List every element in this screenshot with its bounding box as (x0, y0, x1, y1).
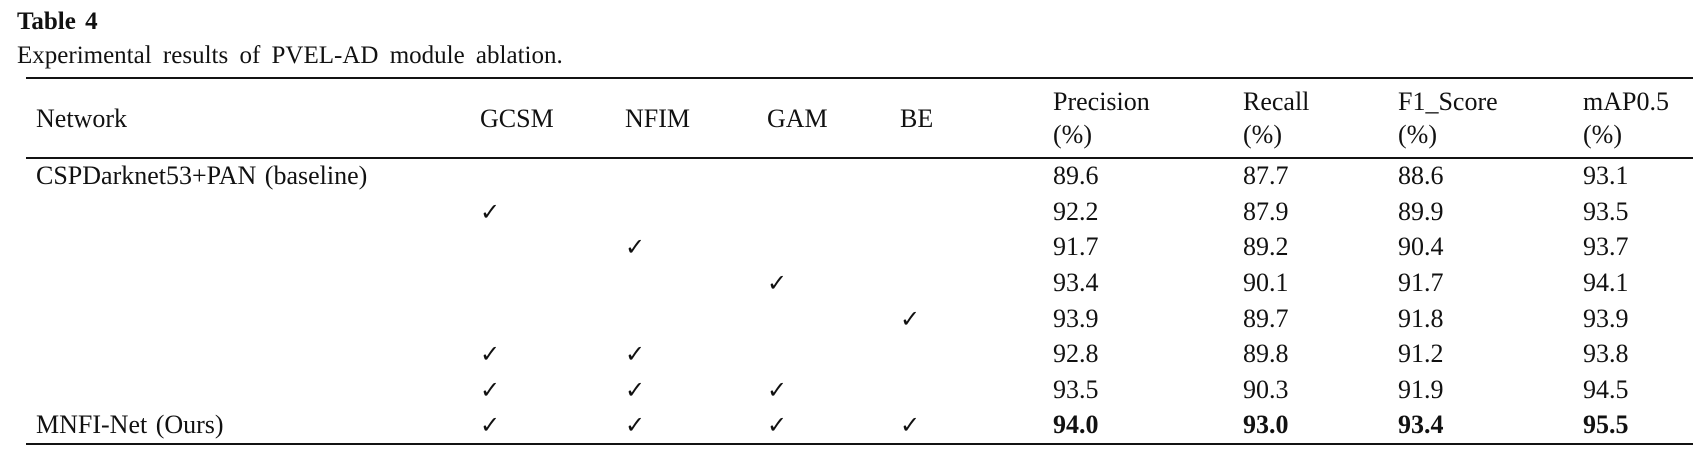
table-row: ✓ ✓ 92.8 89.8 91.2 93.8 (26, 336, 1693, 372)
gam-check-cell: ✓ (767, 375, 788, 404)
gam-check-cell: ✓ (767, 411, 788, 440)
be-check-cell (900, 229, 1053, 265)
recall-value-cell: 87.7 (1243, 161, 1289, 191)
table-row: ✓ 91.7 89.2 90.4 93.7 (26, 229, 1693, 265)
network-name-cell (26, 265, 480, 301)
precision-value-cell: 92.2 (1053, 196, 1099, 226)
nfim-check-cell: ✓ (625, 375, 646, 404)
gam-check-cell: ✓ (767, 268, 788, 297)
be-check-cell: ✓ (900, 411, 921, 440)
gcsm-check-cell: ✓ (480, 411, 501, 440)
table-row: ✓ 92.2 87.9 89.9 93.5 (26, 194, 1693, 230)
map05-value-cell: 95.5 (1583, 410, 1629, 440)
gcsm-check-cell (480, 158, 625, 194)
be-check-cell (900, 265, 1053, 301)
table-caption-description: Experimental results of PVEL-AD module a… (17, 42, 563, 69)
be-check-cell (900, 194, 1053, 230)
map05-value-cell: 94.5 (1583, 374, 1629, 404)
table-row: ✓ 93.9 89.7 91.8 93.9 (26, 301, 1693, 337)
gcsm-check-cell: ✓ (480, 375, 501, 404)
gam-check-cell (767, 229, 900, 265)
nfim-check-cell (625, 158, 767, 194)
f1-score-value-cell: 88.6 (1398, 161, 1444, 191)
table-row-baseline: CSPDarknet53+PAN (baseline) 89.6 87.7 88… (26, 158, 1693, 194)
f1-score-value-cell: 90.4 (1398, 232, 1444, 262)
recall-value-cell: 90.3 (1243, 374, 1289, 404)
map05-value-cell: 93.7 (1583, 232, 1629, 262)
recall-value-cell: 90.1 (1243, 267, 1289, 297)
nfim-check-cell: ✓ (625, 233, 646, 262)
column-header-precision: Precision (%) (1053, 78, 1243, 159)
nfim-check-cell: ✓ (625, 340, 646, 369)
precision-value-cell: 94.0 (1053, 410, 1099, 440)
precision-value-cell: 93.4 (1053, 267, 1099, 297)
table-row-mnfi-net-ours: MNFI-Net (Ours) ✓ ✓ ✓ ✓ 94.0 93.0 93.4 9… (26, 408, 1693, 444)
precision-value-cell: 93.5 (1053, 374, 1099, 404)
f1-score-value-cell: 93.4 (1398, 410, 1444, 440)
gam-check-cell (767, 336, 900, 372)
table-container: Network GCSM NFIM GAM BE Preci (26, 77, 1693, 445)
column-header-gam: GAM (767, 78, 900, 159)
gam-check-cell (767, 194, 900, 230)
header-row: Network GCSM NFIM GAM BE Preci (26, 78, 1693, 159)
network-name-cell: MNFI-Net (Ours) (36, 410, 224, 440)
recall-value-cell: 87.9 (1243, 196, 1289, 226)
be-check-cell: ✓ (900, 304, 921, 333)
recall-value-cell: 89.2 (1243, 232, 1289, 262)
network-name-cell (26, 301, 480, 337)
network-name-cell (26, 372, 480, 408)
precision-value-cell: 91.7 (1053, 232, 1099, 262)
be-check-cell (900, 336, 1053, 372)
gam-check-cell (767, 158, 900, 194)
recall-value-cell: 93.0 (1243, 410, 1289, 440)
table-caption-number: Table 4 (17, 8, 98, 35)
column-header-map05: mAP0.5 (%) (1583, 78, 1693, 159)
column-header-network: Network (26, 78, 480, 159)
column-header-recall: Recall (%) (1243, 78, 1398, 159)
map05-value-cell: 93.9 (1583, 303, 1629, 333)
be-check-cell (900, 372, 1053, 408)
nfim-check-cell: ✓ (625, 411, 646, 440)
network-name-cell (26, 336, 480, 372)
f1-score-value-cell: 91.9 (1398, 374, 1444, 404)
network-name-cell (26, 229, 480, 265)
nfim-check-cell (625, 265, 767, 301)
gam-check-cell (767, 301, 900, 337)
map05-value-cell: 93.8 (1583, 339, 1629, 369)
f1-score-value-cell: 91.8 (1398, 303, 1444, 333)
f1-score-value-cell: 91.7 (1398, 267, 1444, 297)
f1-score-value-cell: 89.9 (1398, 196, 1444, 226)
gcsm-check-cell (480, 301, 625, 337)
recall-value-cell: 89.7 (1243, 303, 1289, 333)
column-header-be: BE (900, 78, 1053, 159)
gcsm-check-cell (480, 265, 625, 301)
gcsm-check-cell: ✓ (480, 340, 501, 369)
precision-value-cell: 92.8 (1053, 339, 1099, 369)
gcsm-check-cell (480, 229, 625, 265)
gcsm-check-cell: ✓ (480, 197, 501, 226)
ablation-results-table: Network GCSM NFIM GAM BE Preci (26, 77, 1693, 445)
nfim-check-cell (625, 301, 767, 337)
nfim-check-cell (625, 194, 767, 230)
precision-value-cell: 93.9 (1053, 303, 1099, 333)
recall-value-cell: 89.8 (1243, 339, 1289, 369)
map05-value-cell: 94.1 (1583, 267, 1629, 297)
map05-value-cell: 93.1 (1583, 161, 1629, 191)
network-name-cell: CSPDarknet53+PAN (baseline) (36, 161, 368, 191)
network-name-cell (26, 194, 480, 230)
table-row: ✓ ✓ ✓ 93.5 90.3 91.9 94.5 (26, 372, 1693, 408)
map05-value-cell: 93.5 (1583, 196, 1629, 226)
column-header-f1-score: F1_Score (%) (1398, 78, 1583, 159)
column-header-nfim: NFIM (625, 78, 767, 159)
f1-score-value-cell: 91.2 (1398, 339, 1444, 369)
table-row: ✓ 93.4 90.1 91.7 94.1 (26, 265, 1693, 301)
column-header-gcsm: GCSM (480, 78, 625, 159)
be-check-cell (900, 158, 1053, 194)
precision-value-cell: 89.6 (1053, 161, 1099, 191)
